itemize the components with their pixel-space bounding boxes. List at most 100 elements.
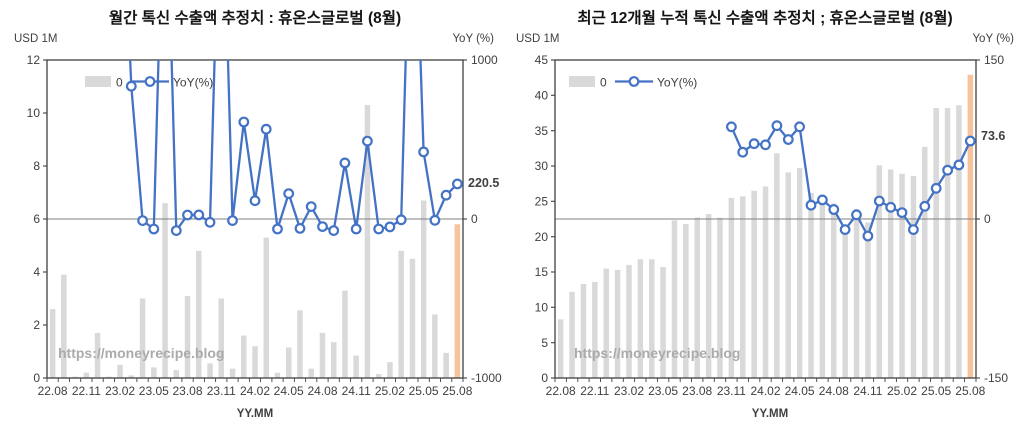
x-tick-label: 23.05 xyxy=(139,384,169,398)
bar-series xyxy=(557,74,974,379)
yoy-point-25.04 xyxy=(919,200,931,212)
bar-22.12 xyxy=(94,332,101,378)
yoy-point-24.10 xyxy=(339,157,351,169)
yoy-point-25.02 xyxy=(384,221,396,233)
yoy-point-24.01 xyxy=(238,116,250,128)
yoy-point-25.05 xyxy=(930,182,942,194)
right-axis-unit-label: YoY (%) xyxy=(972,33,1014,45)
bar-23.06 xyxy=(162,203,168,378)
y-left-tick-label: 4 xyxy=(33,265,40,279)
yoy-point-23.04 xyxy=(137,215,149,227)
x-tick-label: 23.08 xyxy=(172,384,202,398)
x-tick-label: 24.08 xyxy=(307,384,337,398)
bar-23.03 xyxy=(128,375,135,378)
bar-22.09 xyxy=(61,274,67,378)
bar-23.09 xyxy=(196,250,202,378)
bar-24.10 xyxy=(853,209,860,378)
yoy-point-25.06 xyxy=(429,214,441,226)
chart-cumulative-toxin-exports: 최근 12개월 누적 톡신 수출액 추정치 ; 휴온스글로벌 (8월) USD … xyxy=(512,0,1024,441)
x-tick-label: 24.11 xyxy=(853,384,882,398)
bar-24.04 xyxy=(785,172,791,378)
bar-25.04 xyxy=(922,146,928,378)
yoy-point-25.02 xyxy=(896,207,908,219)
bar-24.10 xyxy=(342,290,348,378)
y-left-tick-label: 30 xyxy=(535,159,549,173)
x-tick-label: 23.08 xyxy=(682,384,712,398)
x-tick-label: 24.05 xyxy=(785,384,815,398)
bar-24.11 xyxy=(353,355,359,378)
bar-23.08 xyxy=(184,295,191,378)
x-tick-label: 24.05 xyxy=(274,384,304,398)
legend-bar-swatch xyxy=(569,76,595,87)
bar-25.01 xyxy=(887,169,894,378)
left-axis-unit-label: USD 1M xyxy=(516,33,559,45)
bar-23.03 xyxy=(637,259,644,378)
yoy-point-25.08 xyxy=(964,135,976,147)
yoy-line-series xyxy=(725,120,976,242)
plot-area: 45 40 35 30 25 20 15 10 5 0 150 0 -150 22.08 22.11 23.0… xyxy=(535,53,1009,398)
legend-line-marker xyxy=(144,76,156,87)
yoy-point-25.06 xyxy=(942,164,954,176)
yoy-point-24.08 xyxy=(317,221,328,233)
legend-line-marker xyxy=(628,76,640,87)
yoy-point-24.07 xyxy=(305,201,317,213)
bar-22.08 xyxy=(557,319,564,378)
bar-24.08 xyxy=(319,332,326,378)
yoy-point-25.08 xyxy=(452,178,463,190)
bar-23.04 xyxy=(139,298,146,378)
y-right-tick-label: 0 xyxy=(984,212,991,226)
yoy-point-24.10 xyxy=(851,209,862,221)
yoy-line-series xyxy=(125,60,463,237)
yoy-point-24.12 xyxy=(873,195,885,207)
yoy-point-23.05 xyxy=(148,223,160,235)
yoy-point-24.03 xyxy=(771,120,783,132)
bar-24.01 xyxy=(241,335,247,378)
y-left-tick-label: 8 xyxy=(33,159,40,173)
bar-25.01 xyxy=(375,374,382,378)
bar-23.07 xyxy=(683,223,689,378)
bar-23.11 xyxy=(728,197,735,378)
bar-23.11 xyxy=(218,298,224,378)
yoy-point-25.01 xyxy=(885,201,897,213)
bar-25.03 xyxy=(398,250,404,378)
bar-22.08 xyxy=(49,309,56,378)
bar-25.06 xyxy=(944,108,951,378)
bar-25.07 xyxy=(956,105,962,378)
y-right-tick-label: 1000 xyxy=(471,53,498,67)
bar-23.02 xyxy=(626,264,632,378)
bar-25.06 xyxy=(432,314,438,378)
bar-23.10 xyxy=(207,363,213,378)
yoy-point-23.09 xyxy=(193,209,205,221)
yoy-point-24.02 xyxy=(249,195,261,207)
y-right-tick-label: -150 xyxy=(984,371,1008,385)
x-tick-label: 25.08 xyxy=(955,384,985,398)
last-point-value-label: 73.6 xyxy=(981,129,1005,143)
legend-bar-label: 0 xyxy=(116,76,123,90)
yoy-point-24.08 xyxy=(828,204,840,215)
y-left-tick-label: 35 xyxy=(535,124,549,138)
yoy-point-24.02 xyxy=(760,139,771,151)
yoy-point-24.06 xyxy=(294,222,306,234)
x-tick-label: 25.02 xyxy=(375,384,405,398)
x-tick-label: 22.08 xyxy=(38,384,68,398)
yoy-point-24.07 xyxy=(817,194,828,206)
bar-24.03 xyxy=(263,237,269,378)
yoy-point-24.06 xyxy=(805,199,817,211)
yoy-point-23.08 xyxy=(182,209,193,221)
x-tick-label: 25.08 xyxy=(442,384,472,398)
y-left-tick-label: 0 xyxy=(33,371,40,385)
bar-24.02 xyxy=(252,346,258,378)
x-tick-label: 24.08 xyxy=(819,384,849,398)
bar-22.10 xyxy=(580,284,587,378)
monthly-chart-svg: 월간 톡신 수출액 추정치 : 휴온스글로벌 (8월) USD 1M YoY (… xyxy=(14,8,502,420)
yoy-point-23.10 xyxy=(204,216,216,228)
yoy-point-24.05 xyxy=(283,188,295,200)
bar-25.02 xyxy=(899,173,905,378)
y-left-tick-label: 20 xyxy=(535,230,549,244)
x-tick-label: 23.11 xyxy=(207,384,236,398)
bar-25.05 xyxy=(420,200,427,378)
bar-24.11 xyxy=(865,222,871,378)
bar-25.07 xyxy=(443,352,449,378)
